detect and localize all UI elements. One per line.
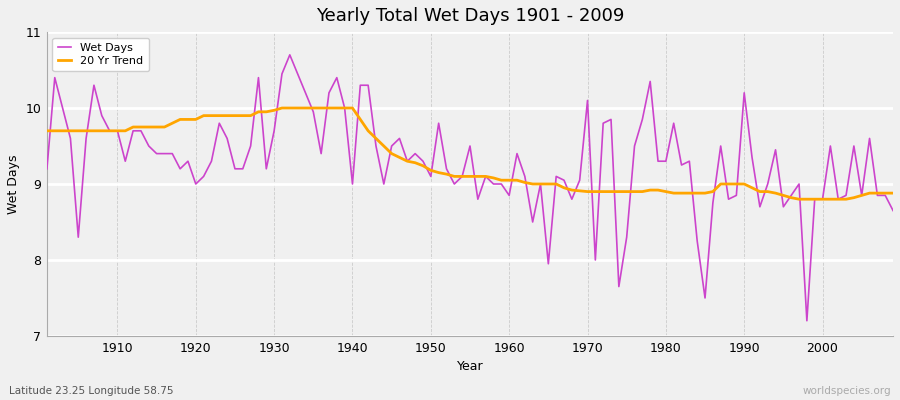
20 Yr Trend [887, 191, 898, 196]
20 Yr Trend [504, 178, 515, 183]
20 Yr Trend [276, 106, 287, 110]
20 Yr Trend [41, 128, 52, 133]
Wet Days [41, 166, 52, 171]
Line: 20 Yr Trend: 20 Yr Trend [47, 108, 893, 199]
20 Yr Trend [104, 128, 115, 133]
Wet Days [606, 117, 616, 122]
Wet Days [511, 151, 522, 156]
Wet Days [104, 128, 115, 133]
Text: Latitude 23.25 Longitude 58.75: Latitude 23.25 Longitude 58.75 [9, 386, 174, 396]
Wet Days [284, 52, 295, 57]
20 Yr Trend [331, 106, 342, 110]
20 Yr Trend [511, 178, 522, 183]
20 Yr Trend [606, 189, 616, 194]
20 Yr Trend [284, 106, 295, 110]
Y-axis label: Wet Days: Wet Days [7, 154, 20, 214]
20 Yr Trend [794, 197, 805, 202]
Legend: Wet Days, 20 Yr Trend: Wet Days, 20 Yr Trend [52, 38, 148, 71]
Wet Days [802, 318, 813, 323]
Title: Yearly Total Wet Days 1901 - 2009: Yearly Total Wet Days 1901 - 2009 [316, 7, 625, 25]
Wet Days [504, 193, 515, 198]
Wet Days [331, 75, 342, 80]
Text: worldspecies.org: worldspecies.org [803, 386, 891, 396]
Line: Wet Days: Wet Days [47, 55, 893, 321]
Wet Days [276, 72, 287, 76]
X-axis label: Year: Year [456, 360, 483, 373]
Wet Days [887, 208, 898, 213]
